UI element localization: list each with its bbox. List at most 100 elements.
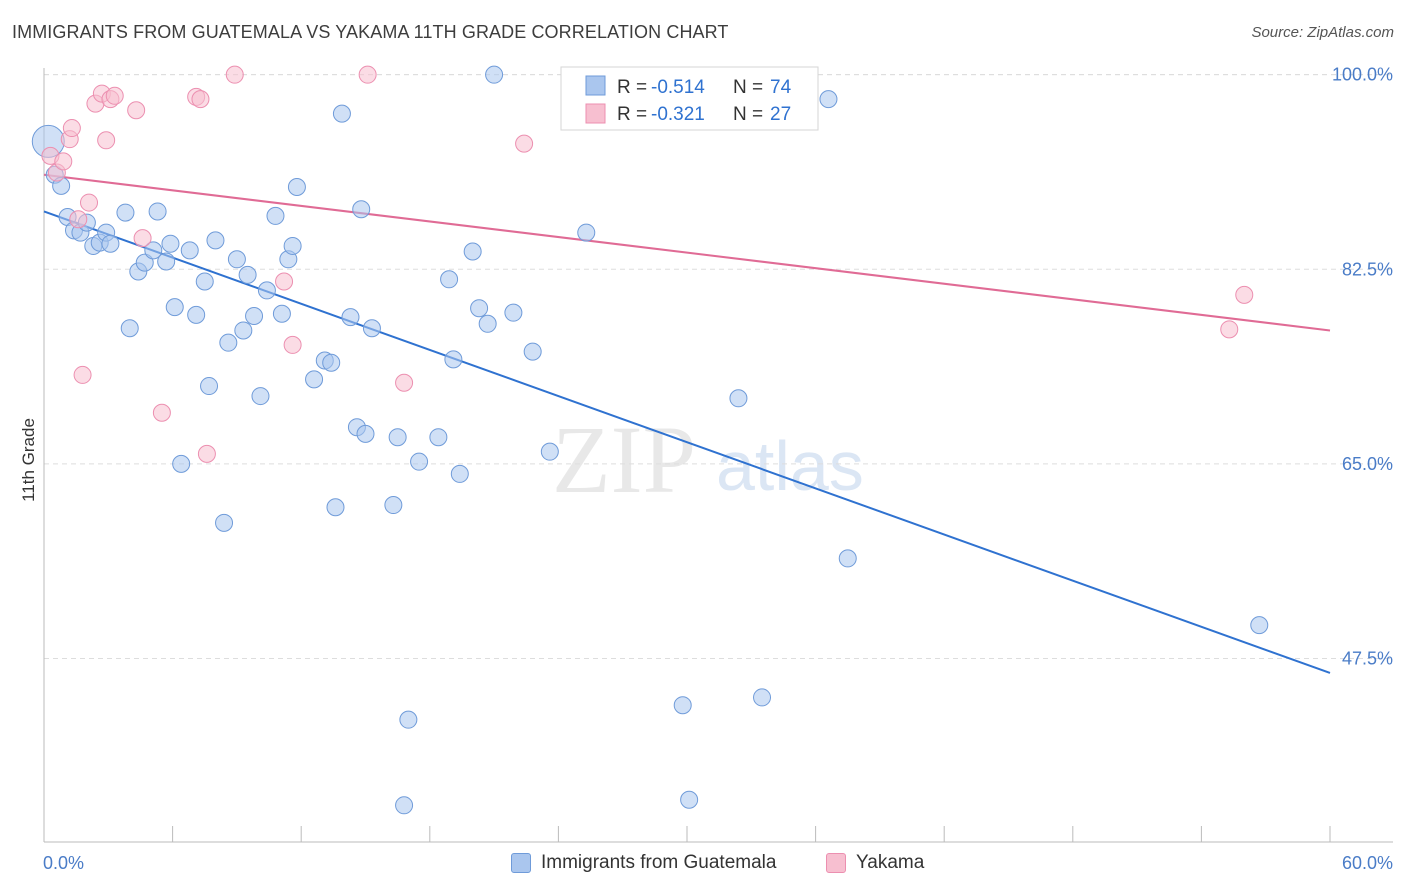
point-guatemala: [245, 306, 264, 325]
point-yakama: [515, 134, 534, 153]
point-guatemala: [266, 206, 285, 225]
point-yakama: [97, 131, 116, 150]
point-guatemala: [234, 321, 253, 340]
point-guatemala: [540, 442, 559, 461]
point-guatemala: [523, 342, 542, 361]
point-guatemala: [504, 303, 523, 322]
point-guatemala: [157, 252, 176, 271]
point-yakama: [80, 193, 99, 212]
point-yakama: [69, 210, 88, 229]
legend-n-label-2: N =: [733, 104, 763, 125]
point-guatemala: [356, 424, 375, 443]
legend-label-yakama: Yakama: [856, 852, 925, 873]
point-yakama: [105, 86, 124, 105]
y-tick-labels: 100.0% 82.5% 65.0% 47.5%: [1332, 65, 1393, 669]
point-guatemala: [729, 389, 748, 408]
y-tick-label: 100.0%: [1332, 65, 1393, 85]
point-guatemala: [673, 696, 692, 715]
point-guatemala: [753, 688, 772, 707]
point-guatemala: [470, 299, 489, 318]
legend-swatch-blue: [585, 75, 606, 96]
point-guatemala: [165, 298, 184, 317]
point-guatemala: [352, 200, 371, 219]
trend-line-guatemala: [43, 210, 1331, 674]
legend-n-value-2: 27: [770, 104, 791, 125]
point-guatemala: [1250, 616, 1269, 635]
point-guatemala: [116, 203, 135, 222]
point-yakama: [127, 101, 146, 120]
point-guatemala: [257, 281, 276, 300]
point-guatemala: [577, 223, 596, 242]
point-yakama: [225, 65, 244, 84]
point-guatemala: [172, 454, 191, 473]
point-guatemala: [429, 428, 448, 447]
point-guatemala: [838, 549, 857, 568]
point-guatemala: [444, 350, 463, 369]
point-guatemala: [287, 177, 306, 196]
point-yakama: [283, 335, 302, 354]
point-yakama: [133, 229, 152, 248]
point-guatemala: [410, 452, 429, 471]
legend-label-guatemala: Immigrants from Guatemala: [541, 852, 777, 873]
point-yakama: [275, 272, 294, 291]
point-yakama: [358, 65, 377, 84]
legend-swatch-yakama: [826, 853, 846, 873]
legend-r-value-2: -0.321: [651, 104, 705, 125]
watermark-zip: ZIP: [552, 406, 696, 513]
point-yakama: [152, 403, 171, 422]
legend-r-label-1: R =: [617, 77, 647, 98]
point-guatemala: [322, 353, 341, 372]
point-guatemala: [251, 387, 270, 406]
data-points: [31, 65, 1269, 815]
point-guatemala: [120, 319, 139, 338]
chart-title: IMMIGRANTS FROM GUATEMALA VS YAKAMA 11TH…: [12, 22, 729, 42]
x-tick-label-min: 0.0%: [43, 853, 84, 873]
point-yakama: [197, 444, 216, 463]
point-guatemala: [135, 253, 154, 272]
point-guatemala: [283, 236, 302, 255]
y-tick-label: 65.0%: [1342, 454, 1393, 474]
legend-r-value-1: -0.514: [651, 77, 705, 98]
point-guatemala: [180, 241, 199, 260]
point-yakama: [1220, 320, 1239, 339]
point-guatemala: [272, 304, 291, 323]
point-yakama: [54, 152, 73, 171]
source-credit: Source: ZipAtlas.com: [1251, 24, 1394, 41]
point-guatemala: [478, 314, 497, 333]
point-guatemala: [161, 234, 180, 253]
point-guatemala: [187, 305, 206, 324]
point-yakama: [395, 373, 414, 392]
point-guatemala: [395, 796, 414, 815]
point-guatemala: [305, 370, 324, 389]
legend-n-value-1: 74: [770, 77, 792, 98]
gridlines: [44, 74, 1393, 660]
legend-r-label-2: R =: [617, 104, 647, 125]
point-guatemala: [206, 231, 225, 250]
legend-item-yakama: Yakama: [826, 852, 924, 874]
point-guatemala: [101, 234, 120, 253]
point-guatemala: [238, 265, 257, 284]
point-guatemala: [362, 319, 381, 338]
y-tick-label: 47.5%: [1342, 649, 1393, 669]
watermark-atlas: atlas: [716, 427, 864, 505]
point-guatemala: [440, 270, 459, 289]
axes: [43, 68, 1393, 843]
point-yakama: [73, 365, 92, 384]
y-tick-label: 82.5%: [1342, 259, 1393, 279]
point-guatemala: [485, 65, 504, 84]
legend-swatch-pink: [585, 103, 606, 124]
point-guatemala: [388, 428, 407, 447]
x-tick-label-max: 60.0%: [1342, 853, 1393, 873]
point-yakama: [62, 119, 81, 138]
legend-n-label-1: N =: [733, 77, 763, 98]
point-guatemala: [195, 272, 214, 291]
point-guatemala: [332, 104, 351, 123]
point-guatemala: [144, 241, 163, 260]
point-guatemala: [463, 242, 482, 261]
point-guatemala: [399, 710, 418, 729]
point-guatemala: [148, 202, 167, 221]
point-guatemala: [215, 513, 234, 532]
point-guatemala: [227, 250, 246, 269]
point-guatemala: [819, 90, 838, 109]
